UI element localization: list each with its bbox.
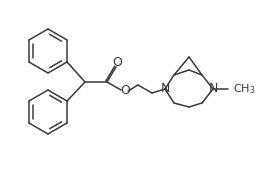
Text: N: N [160,82,170,95]
Text: CH$_3$: CH$_3$ [233,82,255,96]
Text: O: O [120,84,130,98]
Text: N: N [208,82,218,95]
Text: O: O [112,55,122,68]
